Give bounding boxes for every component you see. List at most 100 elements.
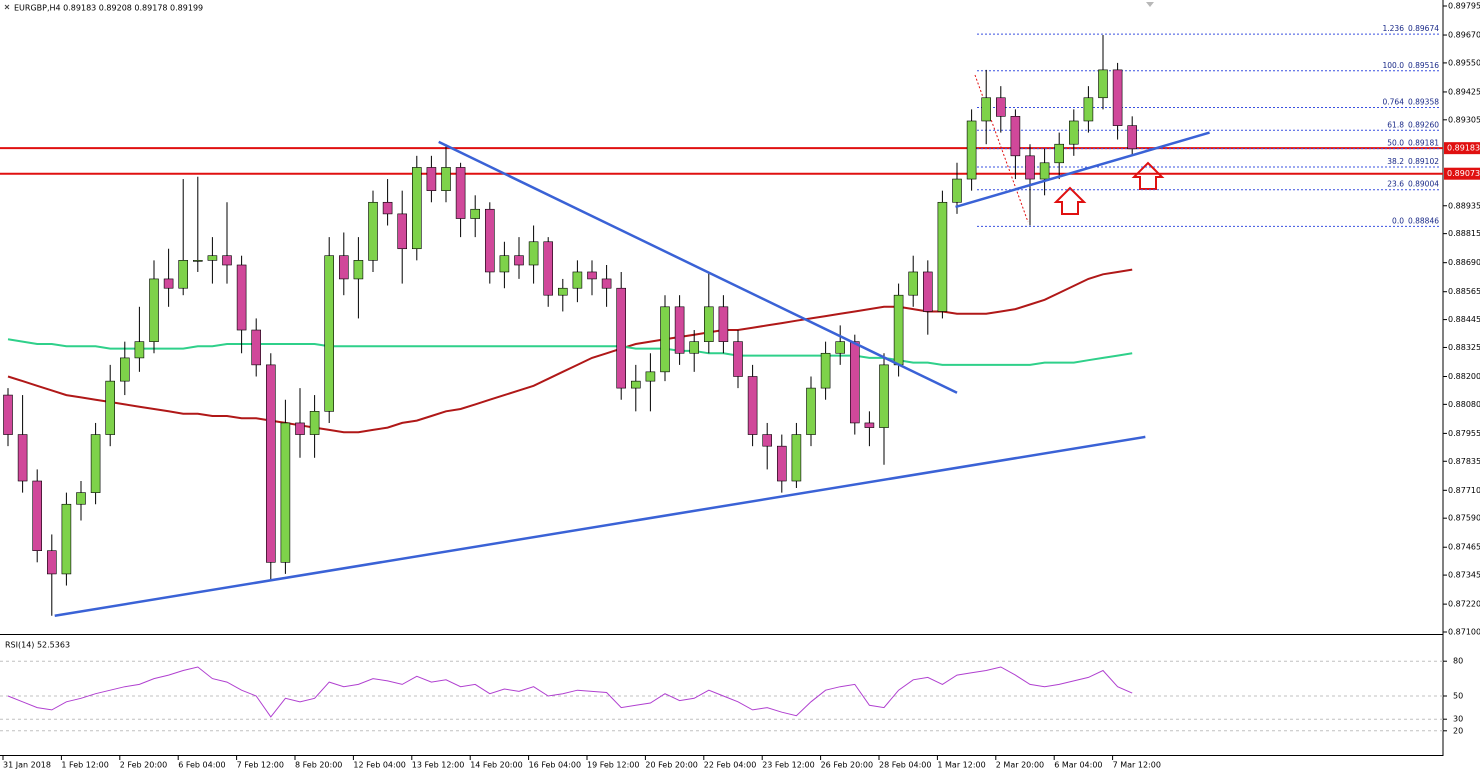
candle-body	[222, 255, 232, 266]
candle-body	[295, 422, 305, 435]
candle-body	[864, 422, 875, 428]
candle-body	[397, 213, 408, 250]
fib-ratio: 23.6	[1387, 180, 1404, 189]
candle-body	[426, 167, 437, 191]
candle-body	[806, 387, 816, 435]
candle-body	[382, 201, 393, 215]
price-label-bg	[1444, 142, 1480, 155]
candle-body	[791, 434, 802, 482]
candle-body	[616, 287, 627, 389]
candle-body	[703, 306, 714, 342]
candle-body	[470, 208, 481, 219]
candle-body	[280, 422, 291, 563]
y-tick-label: 0.88325	[1448, 343, 1480, 352]
x-tick-label: 8 Feb 20:00	[295, 761, 342, 770]
candle-body	[441, 167, 451, 191]
price-label: 0.89073	[1447, 169, 1480, 178]
candle-body	[879, 364, 889, 428]
candle-body	[265, 364, 276, 563]
candle-body	[1025, 155, 1035, 180]
candle-body	[543, 241, 554, 296]
candle-body	[236, 264, 247, 331]
y-tick-label: 0.88815	[1448, 229, 1480, 238]
candle-body	[660, 306, 670, 373]
trendline	[955, 131, 1210, 209]
trendline	[54, 435, 1146, 617]
x-tick-label: 28 Feb 04:00	[879, 761, 931, 770]
y-tick-label: 0.88565	[1448, 287, 1480, 296]
y-tick-label: 0.88935	[1448, 201, 1480, 210]
price-label-bg	[1444, 167, 1480, 180]
candle-body	[674, 306, 685, 354]
x-tick-label: 22 Feb 04:00	[704, 761, 756, 770]
candle-body	[499, 255, 510, 273]
candle-body	[90, 434, 101, 493]
candle-body	[528, 241, 539, 266]
candle-body	[207, 255, 218, 261]
fib-value: 0.89260	[1408, 120, 1439, 129]
y-tick-label: 20	[1453, 726, 1463, 735]
shift-marker	[1146, 2, 1154, 7]
x-tick-label: 19 Feb 12:00	[587, 761, 639, 770]
fib-ratio: 100.0	[1383, 61, 1405, 70]
candle-body	[149, 278, 159, 342]
fib-ratio: 1.236	[1383, 24, 1405, 33]
candle-body	[455, 167, 466, 219]
candle-body	[17, 434, 28, 482]
fib-value: 0.89358	[1408, 98, 1439, 107]
x-tick-label: 13 Feb 12:00	[412, 761, 464, 770]
candle-body	[134, 341, 145, 359]
candle-body	[3, 394, 13, 435]
price-label: 0.89183	[1447, 144, 1480, 153]
y-tick-label: 0.88200	[1448, 372, 1480, 381]
x-tick-label: 12 Feb 04:00	[353, 761, 405, 770]
x-tick-label: 14 Feb 20:00	[470, 761, 522, 770]
candle-body	[251, 329, 261, 366]
candle-body	[193, 260, 203, 262]
candle-body	[835, 341, 846, 354]
fib-value: 0.89181	[1408, 139, 1439, 148]
candle-body	[908, 271, 919, 296]
x-tick-label: 1 Mar 12:00	[937, 761, 985, 770]
x-tick-label: 16 Feb 04:00	[529, 761, 581, 770]
fib-ratio: 0.764	[1383, 98, 1405, 107]
candle-body	[1127, 125, 1137, 150]
x-tick-label: 31 Jan 2018	[3, 761, 51, 770]
candle-body	[922, 271, 933, 312]
candle-body	[981, 97, 992, 122]
candle-body	[587, 271, 597, 280]
candle-body	[324, 255, 335, 412]
candle-body	[630, 380, 641, 389]
x-tick-label: 26 Feb 20:00	[821, 761, 873, 770]
x-tick-label: 23 Feb 12:00	[762, 761, 814, 770]
candle-body	[718, 306, 729, 342]
candle-body	[747, 376, 758, 435]
trendline	[438, 140, 958, 394]
candle-body	[368, 201, 378, 261]
y-tick-label: 30	[1453, 715, 1463, 724]
candle-body	[645, 371, 656, 382]
support-arrow	[1053, 186, 1087, 215]
fib-value: 0.89516	[1408, 61, 1439, 70]
candle-body	[1010, 116, 1021, 157]
candle-body	[105, 380, 115, 435]
candle-body	[353, 260, 364, 280]
candle-body	[76, 492, 86, 505]
symbol-icon	[4, 4, 10, 10]
x-tick-label: 7 Mar 12:00	[1113, 761, 1161, 770]
candle-body	[411, 167, 422, 250]
x-tick-label: 6 Mar 04:00	[1054, 761, 1102, 770]
y-tick-label: 0.87100	[1448, 628, 1480, 637]
fib-value: 0.89102	[1408, 157, 1439, 166]
candle-body	[46, 550, 57, 575]
candle-body	[689, 341, 700, 354]
y-tick-label: 0.89670	[1448, 31, 1480, 40]
fib-ratio: 38.2	[1387, 157, 1404, 166]
candle-body	[163, 278, 174, 289]
candle-body	[484, 208, 495, 273]
candle-body	[952, 178, 962, 203]
y-tick-label: 0.89795	[1448, 2, 1480, 11]
fib-value: 0.89674	[1408, 24, 1439, 33]
